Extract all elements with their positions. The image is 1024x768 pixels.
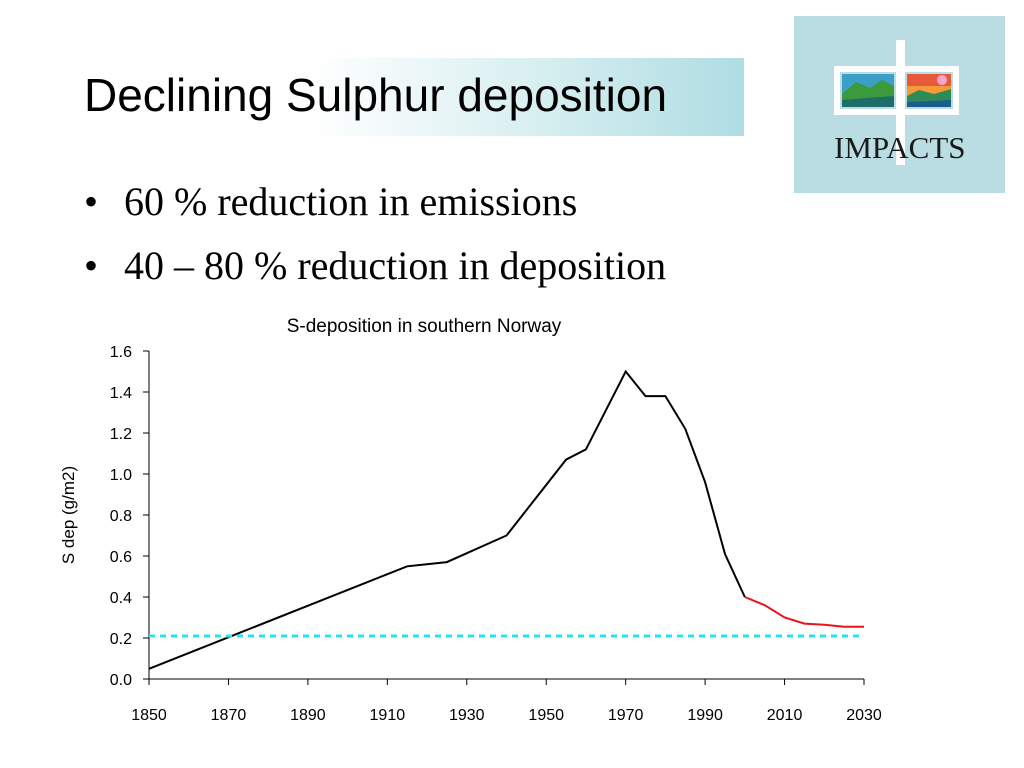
chart-axes: 0.0 0.2 0.4 0.6 0.8 1.0 1.2 1.4 1.6 1850 1870 1890 1…	[110, 344, 882, 724]
y-tick-label: 0.6	[110, 549, 132, 566]
x-tick-label: 1910	[370, 707, 406, 724]
bullet-text: 40 – 80 % reduction in deposition	[124, 243, 667, 288]
y-tick-label: 1.2	[110, 426, 132, 443]
x-tick-label: 2030	[846, 707, 882, 724]
landscape-logo-icon	[834, 40, 959, 165]
observed-series-line	[148, 369, 746, 670]
x-tick-label: 1850	[131, 707, 167, 724]
chart-title: S-deposition in southern Norway	[287, 316, 562, 337]
bullet-item: • 40 – 80 % reduction in deposition	[84, 236, 666, 300]
logo-left-water	[842, 96, 894, 107]
y-tick-label: 0.4	[110, 590, 132, 607]
x-tick-label: 1870	[211, 707, 247, 724]
title-background	[80, 58, 744, 136]
x-tick-label: 1890	[290, 707, 326, 724]
x-tick-label: 1990	[687, 707, 723, 724]
logo-cross-top	[834, 66, 959, 72]
logo-sun-icon	[937, 75, 947, 85]
x-tick-label: 1970	[608, 707, 644, 724]
chart-series	[148, 369, 864, 670]
logo-cross-bottom	[834, 109, 959, 115]
y-tick-label: 1.4	[110, 385, 132, 402]
impacts-logo	[794, 16, 1005, 193]
bullet-glyph: •	[84, 243, 99, 288]
projected-series-line	[744, 596, 864, 628]
logo-cross-vertical	[896, 40, 905, 165]
bullet-list: • 60 % reduction in emissions • 40 – 80 % …	[84, 172, 666, 300]
x-tick-label: 2010	[767, 707, 803, 724]
y-tick-label: 0.0	[110, 672, 132, 689]
y-tick-label: 1.0	[110, 467, 132, 484]
logo-text: IMPACTS	[834, 130, 966, 165]
y-axis-title: S dep (g/m2)	[59, 466, 78, 564]
bullet-item: • 60 % reduction in emissions	[84, 172, 666, 236]
logo-right-water	[907, 100, 951, 107]
y-tick-label: 0.8	[110, 508, 132, 525]
x-tick-label: 1950	[528, 707, 564, 724]
logo-frame-right	[953, 66, 959, 115]
y-tick-label: 1.6	[110, 344, 132, 361]
x-tick-label: 1930	[449, 707, 485, 724]
bullet-text: 60 % reduction in emissions	[124, 179, 578, 224]
slide-title: Declining Sulphur deposition	[84, 69, 668, 121]
y-tick-label: 0.2	[110, 631, 132, 648]
bullet-glyph: •	[84, 179, 99, 224]
logo-frame-left	[834, 66, 840, 115]
